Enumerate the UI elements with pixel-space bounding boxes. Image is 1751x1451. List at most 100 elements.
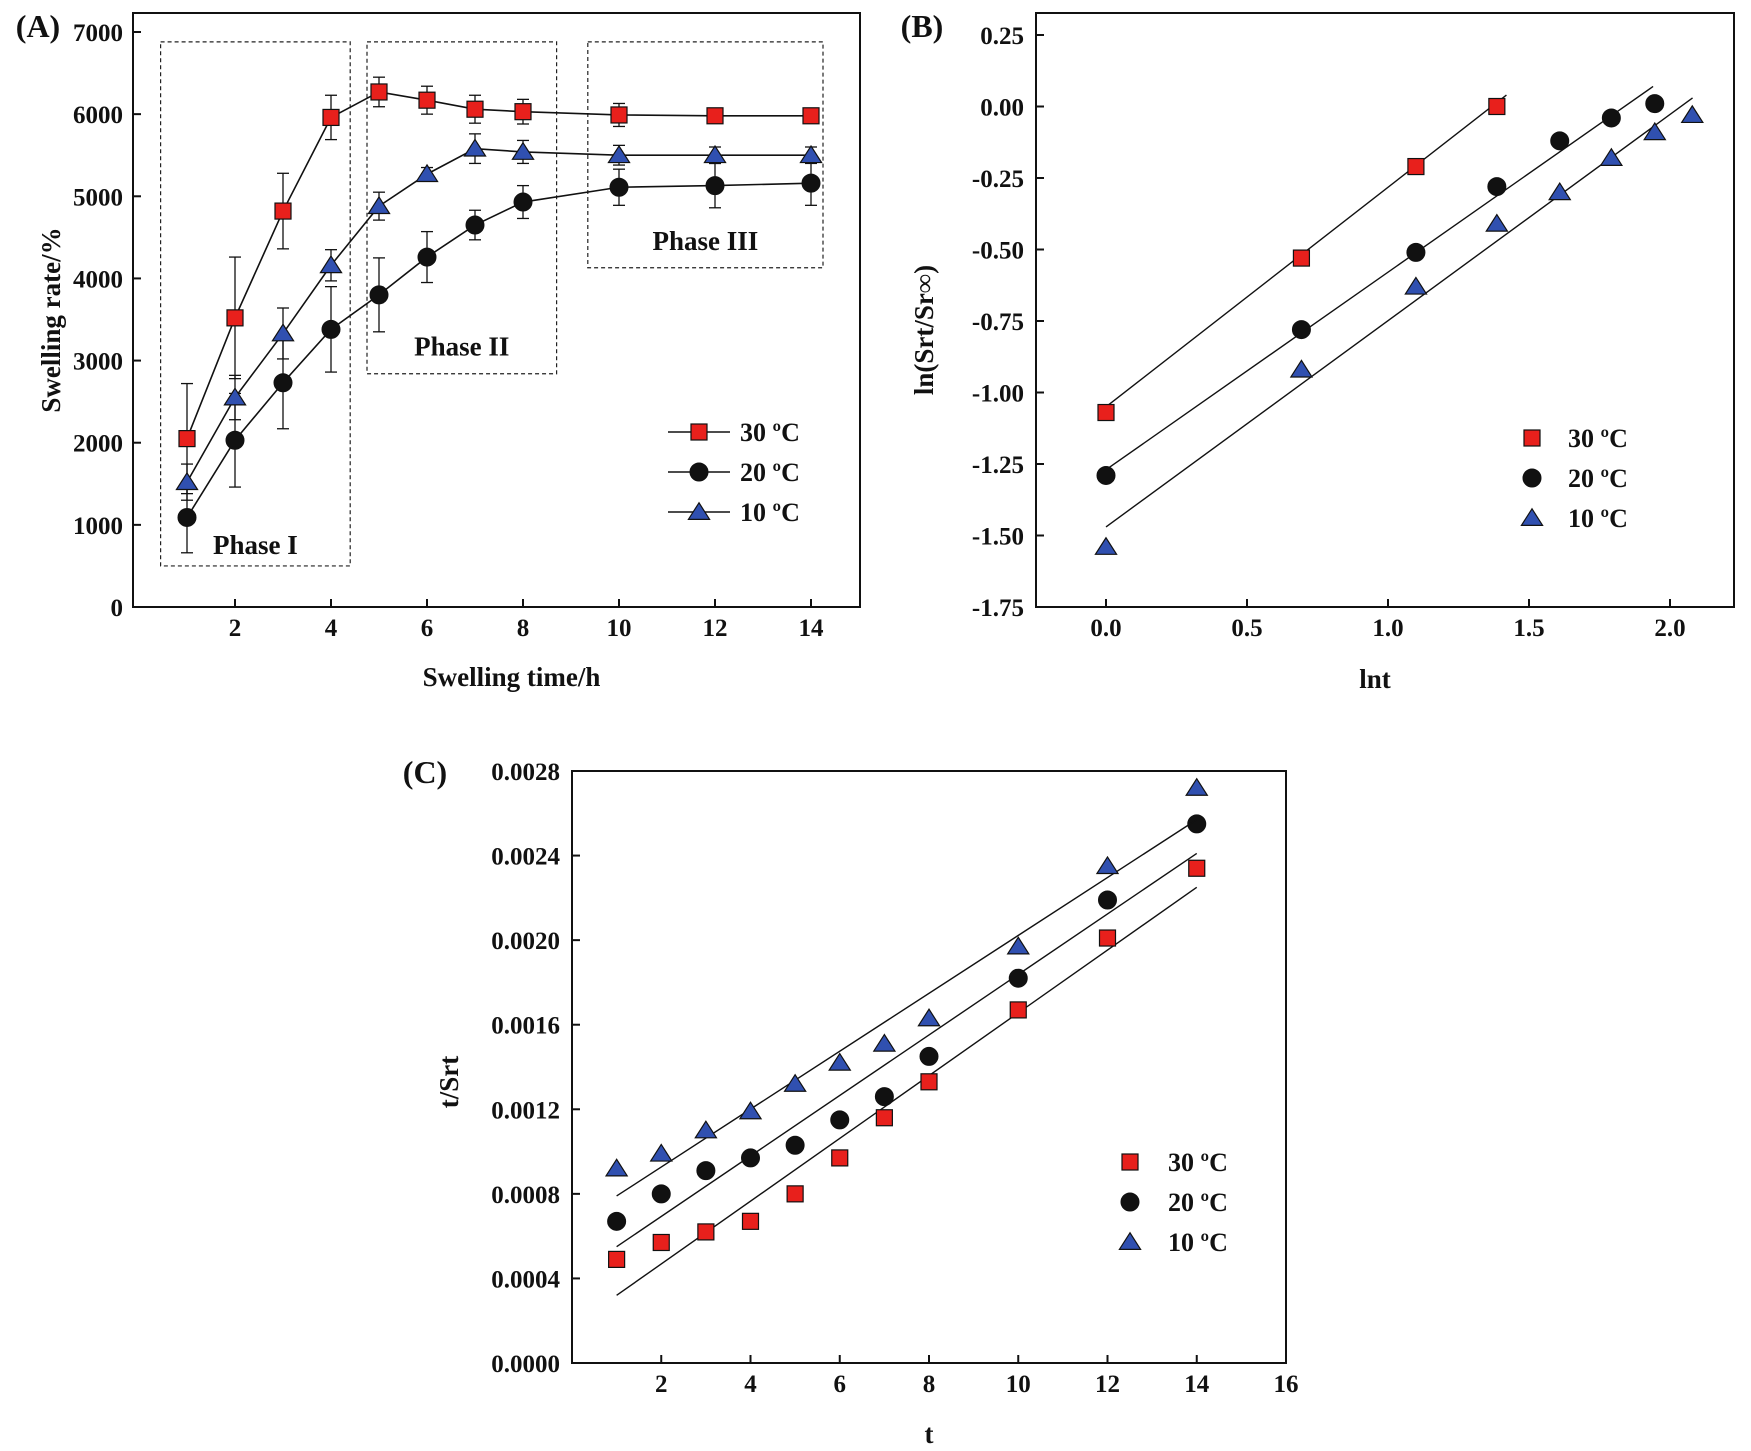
y-axis-title: t/Srt bbox=[434, 1056, 464, 1108]
x-tick-label: 6 bbox=[421, 615, 434, 642]
data-point-triangle bbox=[783, 1073, 807, 1092]
legend-marker-triangle bbox=[1118, 1231, 1142, 1250]
data-point-triangle bbox=[1680, 104, 1704, 124]
data-point-triangle bbox=[1599, 147, 1624, 166]
data-point-triangle bbox=[1006, 936, 1030, 955]
data-point-triangle bbox=[1485, 213, 1509, 232]
data-point-circle bbox=[741, 1148, 760, 1168]
x-tick-label: 2 bbox=[229, 615, 242, 642]
data-point-triangle bbox=[917, 1008, 941, 1027]
data-point-triangle bbox=[511, 141, 535, 160]
data-point-triangle bbox=[703, 144, 727, 164]
data-point-circle bbox=[919, 1046, 939, 1066]
x-axis-title: t bbox=[925, 1419, 934, 1449]
data-point-square bbox=[608, 1250, 626, 1269]
legend-label: 10 ºC bbox=[740, 498, 800, 527]
data-point-triangle bbox=[271, 323, 295, 342]
y-tick-label: 4000 bbox=[73, 266, 123, 293]
data-point-circle bbox=[177, 507, 197, 527]
data-point-square bbox=[786, 1185, 804, 1203]
legend-label: 30 ºC bbox=[1568, 424, 1628, 453]
data-point-square bbox=[652, 1233, 670, 1252]
x-tick-label: 14 bbox=[799, 615, 825, 642]
y-tick-label: 0.0004 bbox=[491, 1266, 560, 1293]
data-point-circle bbox=[607, 1211, 627, 1231]
x-tick-label: 10 bbox=[1006, 1371, 1031, 1398]
data-point-triangle bbox=[415, 163, 439, 183]
data-point-circle bbox=[513, 192, 533, 212]
data-point-triangle bbox=[694, 1120, 718, 1139]
data-point-triangle bbox=[1404, 276, 1428, 295]
x-tick-label: 4 bbox=[325, 615, 338, 642]
legend-marker-square bbox=[1121, 1153, 1139, 1171]
phase-label: Phase III bbox=[653, 226, 759, 256]
y-tick-label: 0.0020 bbox=[491, 928, 560, 955]
y-axis-title: Swelling rate/% bbox=[36, 227, 66, 412]
x-tick-label: 0.0 bbox=[1090, 615, 1121, 642]
fit-line-2 bbox=[616, 819, 1198, 1197]
data-point-circle bbox=[1096, 465, 1116, 485]
x-tick-label: 0.5 bbox=[1231, 615, 1262, 642]
x-tick-label: 12 bbox=[1095, 1371, 1120, 1398]
data-point-circle bbox=[609, 177, 629, 197]
data-point-square bbox=[802, 107, 820, 125]
fit-line-1 bbox=[1105, 85, 1654, 471]
phase-label: Phase I bbox=[213, 530, 298, 560]
y-axis-title: ln(Srt/Sr∞) bbox=[909, 265, 939, 395]
fit-line-2 bbox=[1105, 97, 1693, 528]
data-point-square bbox=[706, 107, 724, 125]
legend-label: 10 ºC bbox=[1168, 1228, 1228, 1257]
legend-marker-circle bbox=[1522, 468, 1542, 488]
legend-label: 10 ºC bbox=[1568, 504, 1628, 533]
y-tick-label: 0.00 bbox=[980, 95, 1024, 122]
y-tick-label: 0 bbox=[111, 595, 124, 622]
x-tick-label: 1.5 bbox=[1513, 615, 1544, 642]
x-tick-label: 2.0 bbox=[1654, 615, 1685, 642]
data-point-triangle bbox=[1095, 855, 1120, 875]
legend-marker-triangle bbox=[687, 501, 711, 520]
x-axis-title: Swelling time/h bbox=[423, 662, 601, 692]
data-point-square bbox=[274, 202, 292, 220]
data-point-circle bbox=[1008, 968, 1028, 988]
data-point-circle bbox=[1187, 814, 1207, 834]
data-point-square bbox=[418, 91, 436, 109]
data-point-triangle bbox=[1548, 181, 1572, 201]
legend-label: 20 ºC bbox=[740, 458, 800, 487]
data-point-triangle bbox=[607, 144, 631, 164]
data-point-circle bbox=[225, 430, 245, 450]
legend-marker-circle bbox=[689, 462, 709, 482]
data-point-square bbox=[741, 1212, 760, 1230]
y-tick-label: 0.0000 bbox=[491, 1351, 560, 1378]
legend-marker-triangle bbox=[1520, 507, 1544, 526]
y-tick-label: 0.25 bbox=[980, 23, 1024, 50]
legend-marker-square bbox=[1523, 429, 1541, 447]
data-point-square bbox=[1098, 929, 1117, 947]
data-point-triangle bbox=[828, 1052, 852, 1071]
x-tick-label: 10 bbox=[607, 615, 632, 642]
phase-box bbox=[160, 41, 351, 567]
data-point-triangle bbox=[1289, 359, 1314, 378]
data-point-triangle bbox=[1185, 777, 1209, 796]
data-point-triangle bbox=[649, 1143, 673, 1162]
data-point-square bbox=[1292, 249, 1311, 267]
plot-frame bbox=[571, 770, 1287, 1364]
data-point-square bbox=[370, 83, 388, 101]
data-point-circle bbox=[273, 373, 293, 393]
x-tick-label: 2 bbox=[655, 1371, 668, 1398]
data-point-triangle bbox=[604, 1158, 629, 1177]
legend-label: 20 ºC bbox=[1568, 464, 1628, 493]
data-point-circle bbox=[465, 215, 485, 235]
data-point-triangle bbox=[463, 138, 487, 157]
legend-label: 30 ºC bbox=[740, 418, 800, 447]
data-point-circle bbox=[1406, 242, 1426, 262]
data-point-circle bbox=[369, 285, 389, 305]
x-axis-title: lnt bbox=[1359, 664, 1391, 694]
x-tick-label: 16 bbox=[1274, 1371, 1299, 1398]
data-point-square bbox=[1407, 157, 1425, 176]
panel-label: (A) bbox=[16, 8, 60, 44]
data-point-triangle bbox=[175, 471, 199, 491]
y-tick-label: 0.0012 bbox=[491, 1097, 560, 1124]
data-point-square bbox=[610, 106, 628, 124]
x-tick-label: 8 bbox=[923, 1371, 936, 1398]
